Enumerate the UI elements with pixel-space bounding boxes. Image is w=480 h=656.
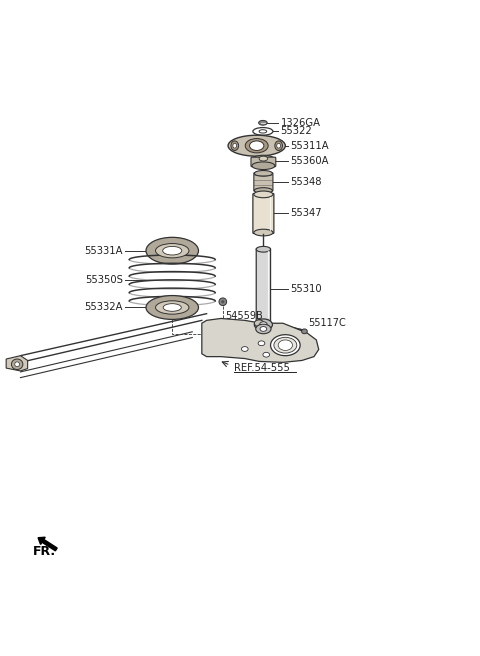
Text: 55348: 55348 [290,177,322,187]
Ellipse shape [250,141,264,150]
Ellipse shape [146,296,199,319]
Text: 1326GA: 1326GA [281,118,321,128]
Ellipse shape [275,141,282,150]
Ellipse shape [241,346,248,352]
Ellipse shape [221,300,225,304]
Ellipse shape [256,247,271,252]
Ellipse shape [15,362,20,367]
Ellipse shape [146,237,199,264]
Ellipse shape [254,191,273,197]
Text: FR.: FR. [33,545,56,558]
Ellipse shape [259,130,267,133]
Ellipse shape [259,156,268,161]
Ellipse shape [228,135,285,156]
FancyBboxPatch shape [256,249,271,321]
Ellipse shape [271,335,300,356]
Text: 55360A: 55360A [290,156,329,167]
FancyArrow shape [38,537,57,551]
Ellipse shape [250,141,264,150]
Text: 55331A: 55331A [84,246,123,256]
Ellipse shape [231,141,239,150]
Text: 55350S: 55350S [85,276,123,285]
Ellipse shape [259,121,267,125]
Ellipse shape [263,352,270,357]
Polygon shape [6,356,28,371]
Ellipse shape [254,229,273,236]
FancyBboxPatch shape [251,157,276,167]
FancyBboxPatch shape [254,173,273,191]
Ellipse shape [277,143,281,148]
Text: 55332A: 55332A [84,302,123,312]
FancyBboxPatch shape [253,194,274,234]
Ellipse shape [163,304,181,312]
Ellipse shape [233,143,237,148]
Text: 55347: 55347 [290,209,322,218]
Ellipse shape [261,247,266,249]
Ellipse shape [156,301,189,314]
Text: 55311A: 55311A [290,140,329,151]
Ellipse shape [278,340,292,350]
Ellipse shape [254,171,273,176]
Ellipse shape [156,243,189,258]
Ellipse shape [254,319,273,331]
Text: 55310: 55310 [290,284,322,294]
Ellipse shape [245,138,268,153]
Ellipse shape [260,322,267,327]
Ellipse shape [219,298,227,306]
Ellipse shape [254,320,264,327]
Ellipse shape [163,247,182,255]
Ellipse shape [254,188,273,194]
Text: REF.54-555: REF.54-555 [234,363,290,373]
Ellipse shape [253,127,273,135]
Ellipse shape [260,327,267,331]
Ellipse shape [252,162,275,169]
Ellipse shape [252,155,275,164]
Ellipse shape [12,359,23,369]
Ellipse shape [301,329,307,334]
Ellipse shape [274,337,297,353]
Ellipse shape [258,341,265,346]
Ellipse shape [256,324,271,334]
Text: 55322: 55322 [281,127,312,136]
Polygon shape [202,318,319,362]
Text: 54559B: 54559B [225,312,263,321]
Text: 55117C: 55117C [308,318,346,327]
